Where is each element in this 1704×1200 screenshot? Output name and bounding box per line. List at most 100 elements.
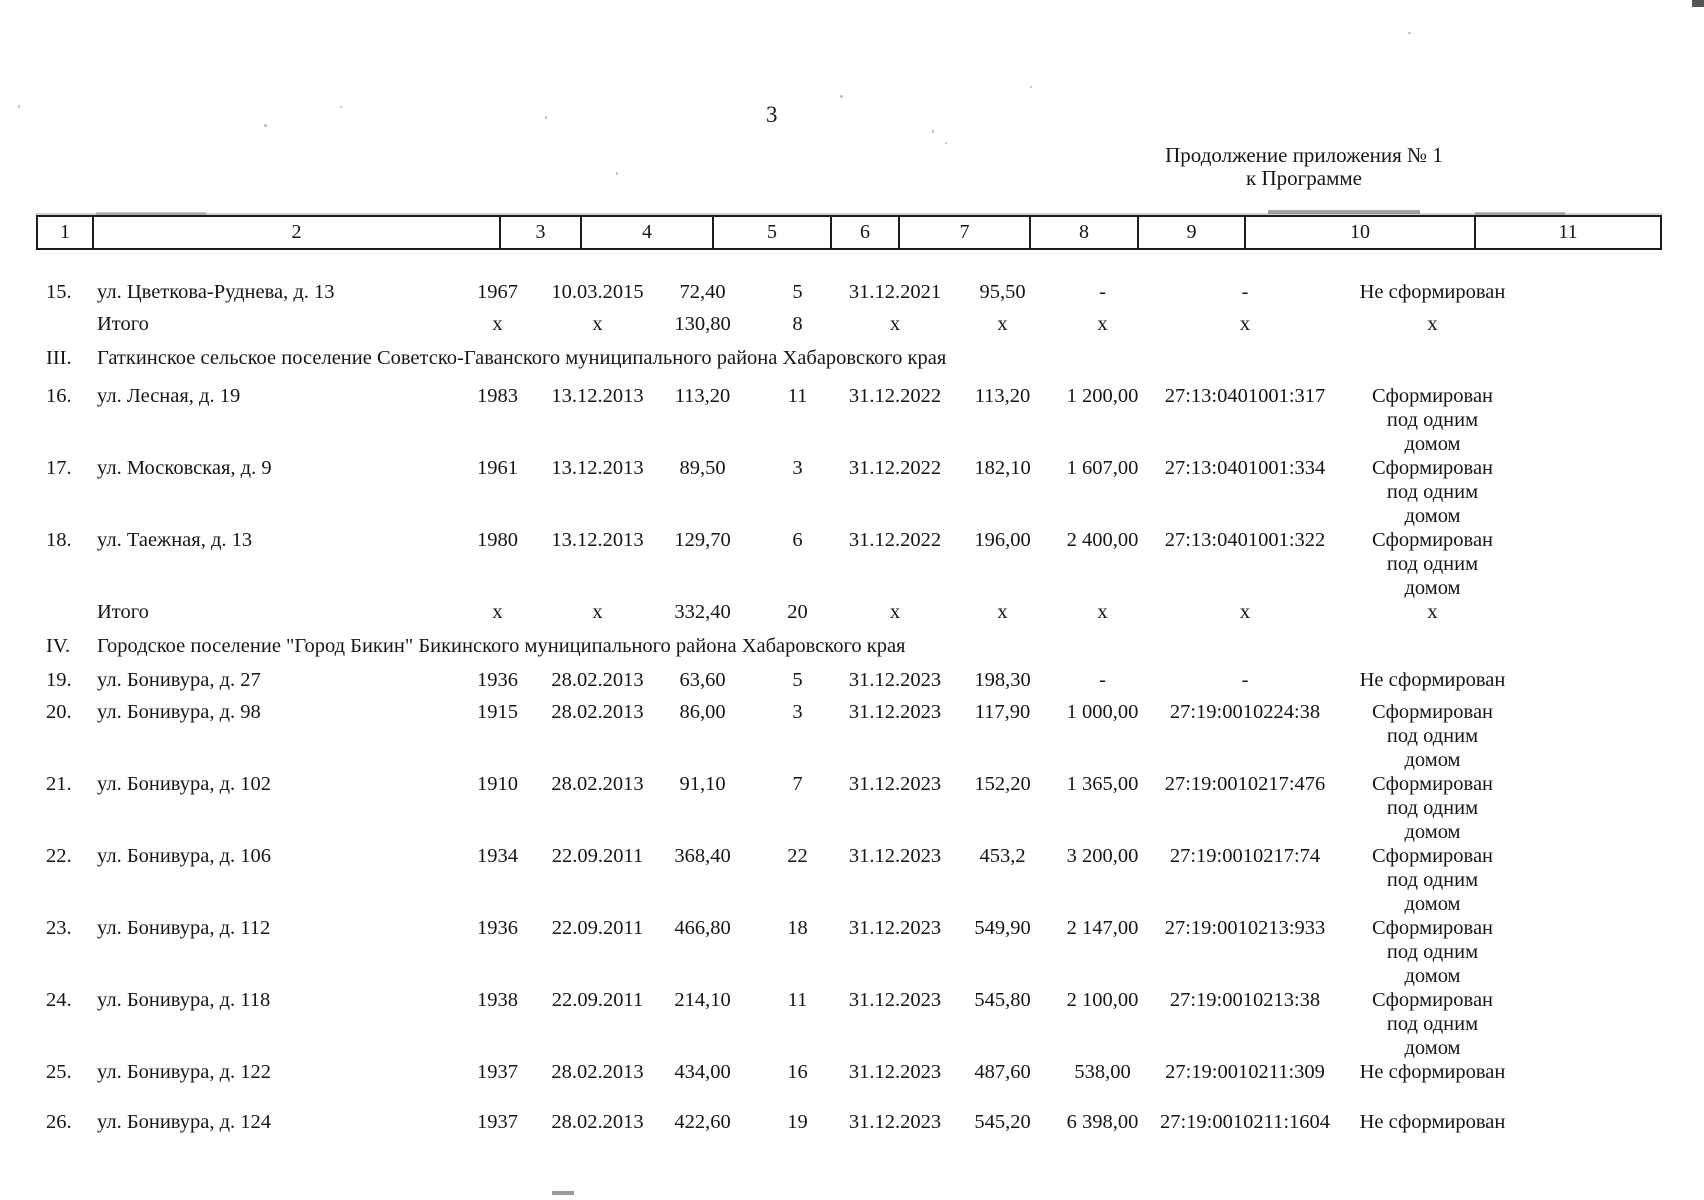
cell-col-5: 86,00: [679, 701, 726, 723]
cell-col-5: 89,50: [679, 457, 726, 479]
cell-col-5: 130,80: [674, 313, 731, 335]
row-number: 16.: [46, 385, 72, 407]
cell-col-5: 113,20: [674, 385, 731, 407]
header-col-4: 4: [580, 217, 712, 248]
cell-col-7: 31.12.2021: [848, 281, 942, 303]
cell-col-7: 31.12.2022: [848, 385, 942, 407]
cell-cadastral-number: 27:19:0010213:933: [1164, 917, 1326, 939]
total-label: Итого: [97, 601, 149, 623]
table-row-17: 17. ул. Московская, д. 9 1961 13.12.2013 89,…: [36, 456, 1704, 528]
cell-col-6: 3: [792, 701, 803, 723]
total-row: Итого х х 130,80 8 х х х х х: [36, 312, 1704, 336]
cell-cadastral-number: -: [1241, 669, 1249, 691]
header-col-9: 9: [1137, 217, 1244, 248]
cell-col-3: 1967: [477, 281, 518, 303]
row-number: 24.: [46, 989, 72, 1011]
scan-speck: [1408, 32, 1411, 34]
cell-land-status: Не сформирован: [1359, 1061, 1506, 1083]
cell-col-3: 1938: [477, 989, 518, 1011]
scan-speck: [264, 124, 267, 127]
cell-col-10: х: [1239, 601, 1251, 623]
row-number: 25.: [46, 1061, 72, 1083]
cell-land-status: Сформирован под одним домом: [1371, 701, 1494, 771]
cell-col-6: 11: [787, 989, 808, 1011]
cell-land-status: Сформирован под одним домом: [1371, 385, 1494, 455]
cell-col-6: 6: [792, 529, 803, 551]
header-col-7: 7: [898, 217, 1029, 248]
cell-col-8: 545,80: [974, 989, 1031, 1011]
cell-land-status: Не сформирован: [1359, 281, 1506, 303]
cell-col-8: х: [997, 601, 1008, 623]
header-col-11: 11: [1474, 217, 1660, 248]
cell-cadastral-number: 27:13:0401001:334: [1164, 457, 1326, 479]
cell-col-7: 31.12.2023: [848, 917, 942, 939]
cell-col-7: 31.12.2023: [848, 669, 942, 691]
cell-col-3: 1936: [477, 669, 518, 691]
cell-col-4: 28.02.2013: [551, 1061, 644, 1083]
row-number: 20.: [46, 701, 72, 723]
cell-col-3: 1961: [477, 457, 518, 479]
cell-land-status: Сформирован под одним домом: [1371, 989, 1494, 1059]
cell-col-7: 31.12.2022: [848, 457, 942, 479]
cell-col-3: х: [492, 313, 503, 335]
cell-col-3: 1980: [477, 529, 518, 551]
cell-col-8: 117,90: [974, 701, 1031, 723]
table-row-25: 25. ул. Бонивура, д. 122 1937 28.02.2013 434…: [36, 1060, 1704, 1084]
scan-artifact: [1692, 0, 1704, 7]
cell-col-6: 8: [792, 313, 803, 335]
cell-cadastral-number: 27:13:0401001:317: [1164, 385, 1326, 407]
section-number: IV.: [46, 635, 71, 657]
cell-land-status: Не сформирован: [1359, 669, 1506, 691]
table-row-18: 18. ул. Таежная, д. 13 1980 13.12.2013 129,7…: [36, 528, 1704, 600]
appendix-heading-line1: Продолжение приложения № 1: [1165, 143, 1443, 167]
cell-col-8: х: [997, 313, 1008, 335]
cell-col-9: х: [1097, 313, 1108, 335]
table-row-22: 22. ул. Бонивура, д. 106 1934 22.09.2011 368…: [36, 844, 1704, 916]
cell-address: ул. Лесная, д. 19: [97, 385, 241, 407]
cell-address: ул. Бонивура, д. 106: [97, 845, 272, 867]
table-body: 15. ул. Цветкова-Руднева, д. 13 1967 10.03.…: [0, 250, 1704, 1134]
cell-col-8: 113,20: [974, 385, 1031, 407]
appendix-heading: Продолжение приложения № 1 к Программе: [1146, 144, 1462, 190]
cell-address: ул. Бонивура, д. 118: [97, 989, 271, 1011]
cell-col-7: 31.12.2023: [848, 1111, 942, 1133]
cell-col-9: 2 100,00: [1066, 989, 1139, 1011]
cell-address: ул. Бонивура, д. 102: [97, 773, 272, 795]
row-number: 17.: [46, 457, 72, 479]
cell-cadastral-number: -: [1241, 281, 1249, 303]
cell-col-6: 5: [792, 281, 803, 303]
cell-col-11: х: [1427, 601, 1438, 623]
cell-col-5: 72,40: [679, 281, 726, 303]
row-number: 21.: [46, 773, 72, 795]
cell-land-status: Сформирован под одним домом: [1371, 917, 1494, 987]
scan-speck: [340, 106, 342, 108]
cell-col-9: -: [1099, 669, 1106, 691]
cell-cadastral-number: 27:19:0010213:38: [1169, 989, 1321, 1011]
cell-col-7: 31.12.2023: [848, 1061, 942, 1083]
cell-col-9: 1 607,00: [1066, 457, 1139, 479]
cell-land-status: Сформирован под одним домом: [1371, 529, 1494, 599]
table-row-20: 20. ул. Бонивура, д. 98 1915 28.02.2013 86,0…: [36, 700, 1704, 772]
cell-col-8: 549,90: [974, 917, 1031, 939]
cell-col-3: х: [492, 601, 503, 623]
header-col-1: 1: [60, 221, 70, 243]
cell-col-6: 19: [787, 1111, 808, 1133]
table-row-16: 16. ул. Лесная, д. 19 1983 13.12.2013 113,20…: [36, 384, 1704, 456]
cell-land-status: Сформирован под одним домом: [1371, 845, 1494, 915]
scan-speck: [932, 130, 934, 133]
cell-col-9: 1 000,00: [1066, 701, 1139, 723]
header-col-6: 6: [830, 217, 898, 248]
total-row: Итого х х 332,40 20 х х х х х: [36, 600, 1704, 624]
cell-col-6: 20: [787, 601, 808, 623]
cell-col-4: 28.02.2013: [551, 1111, 644, 1133]
cell-col-3: 1937: [477, 1061, 518, 1083]
cell-cadastral-number: 27:19:0010211:1604: [1159, 1111, 1331, 1133]
cell-col-4: 13.12.2013: [551, 457, 644, 479]
scan-speck: [1030, 86, 1032, 88]
scan-speck: [945, 142, 947, 144]
cell-cadastral-number: 27:19:0010224:38: [1169, 701, 1321, 723]
cell-land-status: Сформирован под одним домом: [1371, 457, 1494, 527]
cell-col-9: 538,00: [1074, 1061, 1131, 1083]
cell-col-9: 1 365,00: [1066, 773, 1139, 795]
cell-col-5: 434,00: [674, 1061, 731, 1083]
